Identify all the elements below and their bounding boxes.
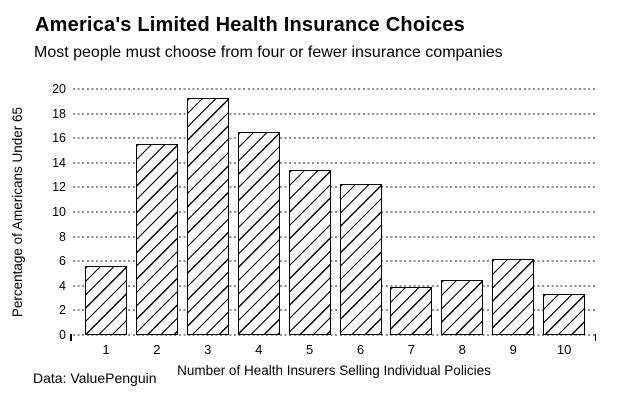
grid-line [73,334,595,336]
y-tick-label: 12 [52,180,66,195]
y-tick-label: 8 [59,229,66,244]
x-tick-label: 8 [458,342,466,357]
y-axis-title-container: Percentage of Americans Under 65 [8,89,26,335]
y-tick-label: 20 [52,82,66,96]
grid-line [73,260,595,263]
bar [85,266,127,335]
x-axis-end-tick-right [594,334,596,341]
bar [288,170,331,335]
x-axis-end-tick-left [70,334,72,341]
x-tick-label: 7 [407,342,415,357]
plot-area: 0 2 4 6 8 10 12 14 16 18 20 1 2 3 4 5 6 7 8 9 10 [52,82,596,357]
grid-line [73,235,595,238]
y-tick-label: 0 [59,328,66,342]
x-tick-label: 6 [356,342,365,357]
chart-title: America's Limited Health Insurance Choic… [35,14,465,36]
bar [390,287,433,335]
y-tick-label: 6 [59,254,66,269]
y-tick-label: 10 [52,205,66,219]
x-tick-label: 10 [556,342,572,357]
x-tick-label: 1 [102,342,110,357]
bar [441,279,484,335]
x-tick-label: 4 [255,342,263,357]
y-axis-title: Percentage of Americans Under 65 [9,106,25,318]
data-source-note: Data: ValuePenguin [33,370,157,386]
x-tick-label: 2 [153,342,161,357]
y-tick-label: 4 [59,278,66,293]
bar [339,183,382,335]
bar [492,258,535,335]
y-tick-label: 2 [59,303,66,318]
y-tick-label: 18 [52,106,66,121]
x-axis-title: Number of Health Insurers Selling Indivi… [177,363,491,378]
bar [186,97,229,335]
y-tick-label: 14 [52,155,66,170]
grid-line [73,88,595,90]
grid-line [73,211,595,213]
y-tick-label: 16 [52,131,66,146]
bar [543,294,586,335]
grid-line [73,309,595,312]
grid-line [73,161,595,164]
chart-subtitle: Most people must choose from four or few… [34,44,503,61]
x-tick-label: 9 [509,342,517,357]
x-tick-label: 5 [305,342,314,357]
grid-line [73,112,595,115]
bar [135,144,178,335]
bar [237,132,280,335]
grid-line [73,186,595,189]
grid-line [73,137,595,140]
grid-line [73,284,595,287]
x-tick-label: 3 [204,342,212,357]
